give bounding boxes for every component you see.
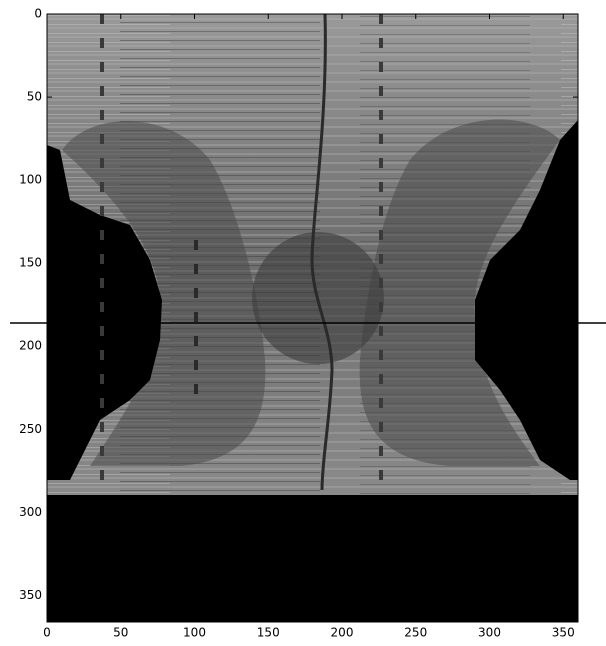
y-tick-label: 250	[19, 422, 42, 436]
y-tick-label: 100	[19, 173, 42, 187]
y-tick-label: 150	[19, 256, 42, 270]
x-tick-label: 50	[113, 626, 128, 640]
y-tick-label: 200	[19, 339, 42, 353]
x-tick-label: 100	[183, 626, 206, 640]
y-tick-label: 50	[27, 90, 42, 104]
x-tick-label: 150	[257, 626, 280, 640]
y-tick-label: 300	[19, 505, 42, 519]
x-tick-label: 300	[478, 626, 501, 640]
x-tick-label: 250	[404, 626, 427, 640]
x-tick-label: 200	[331, 626, 354, 640]
x-tick-label: 350	[552, 626, 575, 640]
image	[47, 14, 578, 622]
x-tick-label: 0	[43, 626, 51, 640]
chart: 0 50 100 150 200 250 300 350 0 50 100 150 200 250 300 3…	[0, 0, 606, 642]
y-tick-label: 350	[19, 588, 42, 602]
y-tick-label: 0	[34, 7, 42, 21]
